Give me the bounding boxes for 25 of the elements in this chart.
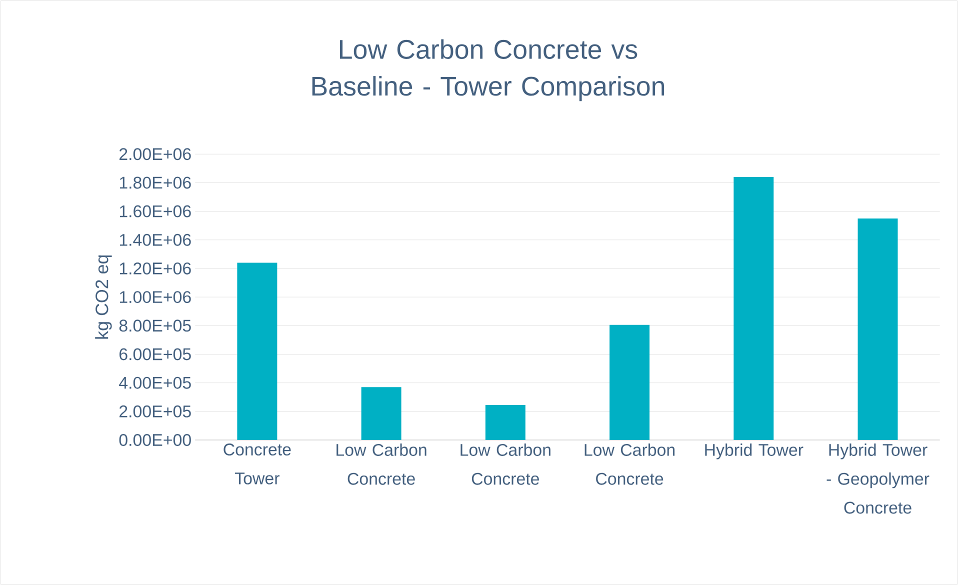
bar	[858, 218, 898, 440]
y-tick-label: 1.60E+06	[120, 205, 191, 218]
y-tick-label: 1.40E+06	[120, 234, 191, 246]
y-tick-label: 2.00E+06	[120, 148, 191, 160]
y-tick-label: 2.00E+05	[120, 405, 191, 418]
x-tick-label: Low Carbon Concrete	[584, 443, 675, 485]
x-tick-label: Low Carbon Concrete	[336, 443, 426, 485]
y-tick-label: 6.00E+05	[120, 348, 191, 360]
y-tick-label: 1.20E+06	[120, 262, 191, 274]
y-tick-label: 0.00E+00	[119, 434, 191, 446]
x-tick-label: Hybrid Tower - Geopolymer Concrete	[826, 443, 930, 514]
y-tick-label: 4.00E+05	[119, 376, 191, 389]
bar	[734, 176, 774, 440]
x-tick-label: Low Carbon Concrete	[460, 443, 550, 485]
y-tick-label: 1.80E+06	[120, 176, 191, 189]
x-tick-label: Hybrid Tower	[705, 443, 804, 460]
y-tick-label: 8.00E+05	[119, 320, 191, 332]
y-tick-label: 1.00E+06	[120, 291, 191, 303]
y-axis-title: kg CO2 eq	[95, 255, 112, 339]
bar	[237, 262, 278, 440]
x-tick-label: Concrete Tower	[224, 443, 291, 484]
bar	[485, 404, 526, 440]
bar	[610, 324, 650, 440]
chart-title: Low Carbon Concrete vs Baseline - Tower Comparison	[312, 39, 664, 102]
bar	[361, 387, 402, 440]
